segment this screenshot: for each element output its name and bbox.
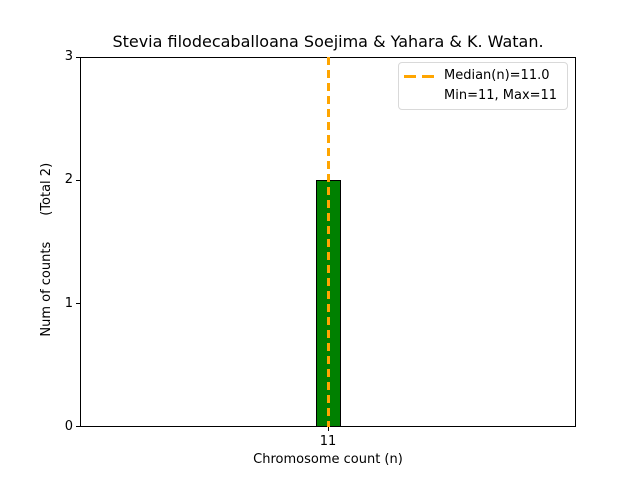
legend-label-min-max: Min=11, Max=11 <box>444 88 558 103</box>
median-dashed-line <box>327 57 330 427</box>
y-tick-mark <box>76 180 80 181</box>
x-tick-mark <box>328 427 329 431</box>
legend-item-median: Median(n)=11.0 <box>404 66 559 86</box>
legend-label-median: Median(n)=11.0 <box>444 68 550 83</box>
chart-title: Stevia filodecaballoana Soejima & Yahara… <box>112 32 544 51</box>
median-line-sample-icon <box>404 74 434 78</box>
y-axis-label: Num of counts (Total 2) <box>23 58 71 458</box>
y-tick-label-2: 2 <box>64 172 73 187</box>
y-tick-mark <box>76 426 80 427</box>
empty-legend-handle <box>404 95 434 98</box>
y-tick-label-0: 0 <box>64 419 73 434</box>
legend-item-min-max: Min=11, Max=11 <box>404 86 559 106</box>
y-tick-mark <box>76 57 80 58</box>
x-tick-label-11: 11 <box>319 434 337 449</box>
y-axis-total-annotation: (Total 2) <box>39 162 54 216</box>
legend: Median(n)=11.0 Min=11, Max=11 <box>398 62 568 110</box>
x-axis-label: Chromosome count (n) <box>253 452 403 467</box>
y-tick-label-1: 1 <box>64 296 73 311</box>
y-axis-label-text: Num of counts <box>39 241 54 337</box>
y-tick-mark <box>76 303 80 304</box>
y-tick-label-3: 3 <box>64 49 73 64</box>
